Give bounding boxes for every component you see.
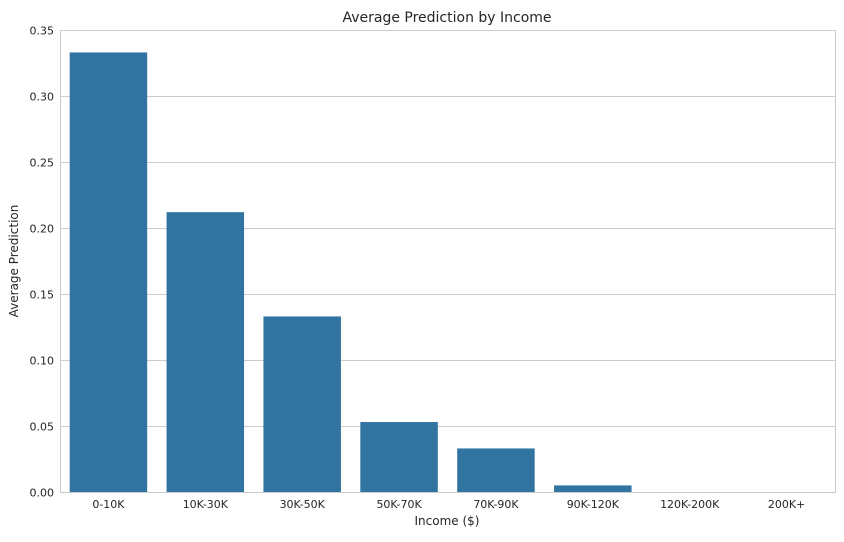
bar-0-10K: [69, 52, 148, 492]
bar-90K-120K: [554, 485, 632, 492]
y-tick-label: 0.15: [30, 289, 55, 302]
y-tick-label: 0.20: [30, 223, 55, 236]
bars: [69, 52, 632, 492]
y-tick-label: 0.35: [30, 25, 55, 38]
y-tick-labels: 0.00 0.05 0.10 0.15 0.20 0.25 0.30 0.35: [30, 25, 55, 500]
bar-50K-70K: [360, 422, 438, 492]
bar-30K-50K: [263, 316, 341, 492]
x-tick-label: 120K-200K: [660, 498, 720, 511]
chart-title: Average Prediction by Income: [342, 10, 551, 26]
x-tick-labels: 0-10K 10K-30K 30K-50K 50K-70K 70K-90K 90K-120…: [92, 498, 805, 511]
y-axis-label: Average Prediction: [7, 205, 21, 318]
y-tick-label: 0.25: [30, 157, 55, 170]
bar-70K-90K: [457, 448, 535, 492]
x-tick-label: 30K-50K: [280, 498, 326, 511]
plot-frame: [60, 30, 836, 493]
bar-10K-30K: [166, 212, 245, 492]
x-tick-label: 90K-120K: [567, 498, 620, 511]
y-tick-label: 0.10: [30, 355, 55, 368]
x-tick-label: 70K-90K: [473, 498, 519, 511]
x-axis-label: Income ($): [415, 514, 480, 528]
x-tick-label: 10K-30K: [183, 498, 229, 511]
x-tick-label: 200K+: [768, 498, 805, 511]
y-tick-label: 0.00: [30, 487, 55, 500]
x-tick-label: 0-10K: [92, 498, 125, 511]
y-tick-label: 0.05: [30, 421, 55, 434]
x-tick-label: 50K-70K: [376, 498, 422, 511]
y-tick-label: 0.30: [30, 91, 55, 104]
